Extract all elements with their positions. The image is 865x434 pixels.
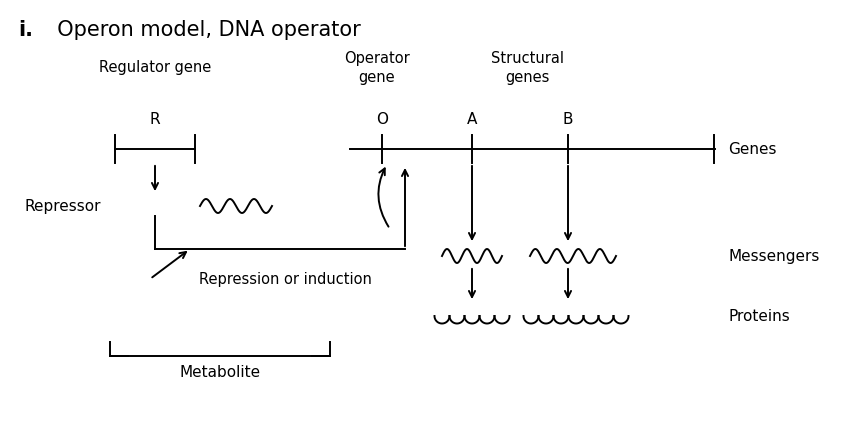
Text: Repressor: Repressor xyxy=(25,199,101,214)
Text: i.: i. xyxy=(18,20,33,40)
Text: Metabolite: Metabolite xyxy=(179,364,260,379)
Text: Proteins: Proteins xyxy=(728,309,790,324)
Text: Structural
genes: Structural genes xyxy=(490,50,563,85)
Text: R: R xyxy=(150,112,160,127)
Text: B: B xyxy=(563,112,573,127)
Text: Messengers: Messengers xyxy=(728,249,819,264)
Text: Operon model, DNA operator: Operon model, DNA operator xyxy=(44,20,361,40)
Text: Regulator gene: Regulator gene xyxy=(99,60,211,76)
Text: O: O xyxy=(376,112,388,127)
Text: Operator
gene: Operator gene xyxy=(344,50,410,85)
Text: A: A xyxy=(467,112,477,127)
Text: Genes: Genes xyxy=(728,142,777,157)
Text: Repression or induction: Repression or induction xyxy=(199,272,371,287)
